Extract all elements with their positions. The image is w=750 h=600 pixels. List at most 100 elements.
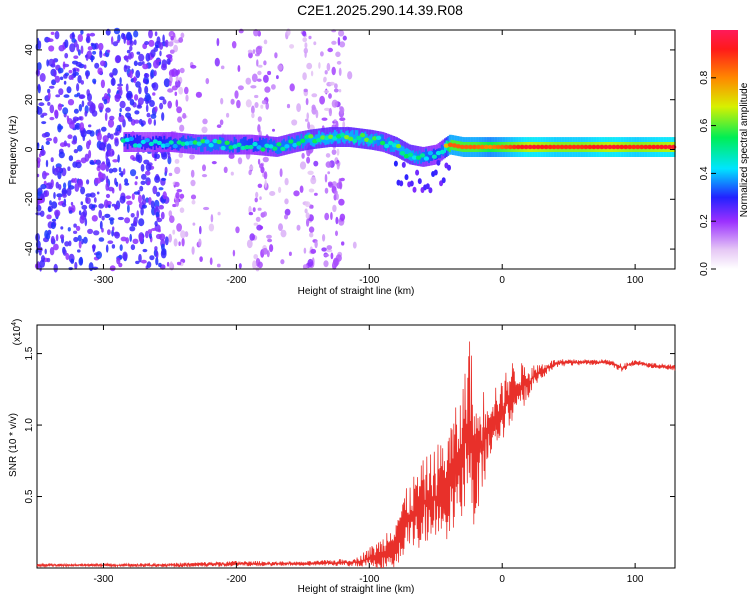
noise-blob bbox=[112, 167, 118, 173]
noise-blob bbox=[103, 99, 108, 105]
noise-blob bbox=[254, 94, 259, 99]
ridge-point bbox=[519, 144, 525, 150]
noise-blob bbox=[160, 249, 167, 259]
noise-blob bbox=[144, 41, 150, 45]
noise-blob bbox=[82, 134, 86, 142]
noise-blob bbox=[77, 75, 82, 84]
noise-blob bbox=[47, 206, 52, 213]
ridge-point bbox=[276, 142, 282, 147]
noise-blob bbox=[307, 121, 311, 130]
noise-blob bbox=[178, 241, 181, 246]
ridge-band bbox=[201, 141, 204, 152]
noise-blob bbox=[138, 253, 142, 263]
noise-blob bbox=[88, 262, 94, 272]
noise-blob bbox=[129, 233, 132, 242]
ridge-tail bbox=[425, 183, 430, 190]
ridge-point bbox=[419, 153, 426, 158]
noise-blob bbox=[175, 75, 179, 82]
ridge-band bbox=[137, 135, 140, 146]
ridge-band bbox=[428, 152, 430, 163]
snr-scale-label: (x104) bbox=[11, 319, 23, 346]
noise-blob bbox=[82, 209, 88, 217]
noise-blob bbox=[141, 173, 147, 180]
noise-blob bbox=[302, 72, 307, 81]
x-tick-label: 0 bbox=[499, 574, 505, 585]
ridge-point bbox=[308, 134, 314, 139]
noise-blob bbox=[53, 243, 59, 251]
noise-blob bbox=[247, 49, 253, 54]
ridge-point bbox=[320, 135, 326, 140]
ridge-point bbox=[587, 144, 593, 150]
ridge-point bbox=[563, 144, 569, 150]
ridge-band bbox=[233, 136, 236, 147]
noise-blob bbox=[289, 44, 295, 49]
ridge-band bbox=[270, 138, 273, 149]
x-tick-label: 0 bbox=[499, 275, 505, 286]
ridge-point bbox=[132, 143, 138, 148]
noise-blob bbox=[149, 255, 155, 261]
noise-blob bbox=[98, 237, 105, 242]
noise-blob bbox=[64, 39, 69, 48]
noise-blob bbox=[47, 101, 51, 106]
noise-blob bbox=[304, 42, 308, 49]
noise-blob bbox=[178, 37, 184, 43]
ridge-point bbox=[124, 137, 130, 142]
ridge-band bbox=[243, 137, 245, 147]
noise-blob bbox=[77, 145, 83, 152]
noise-blob bbox=[75, 61, 83, 67]
noise-blob bbox=[68, 210, 73, 214]
ridge-point bbox=[659, 144, 665, 150]
noise-blob bbox=[41, 133, 48, 138]
noise-blob bbox=[201, 174, 208, 178]
ridge-point bbox=[284, 144, 290, 149]
noise-blob bbox=[208, 223, 215, 232]
ridge-point bbox=[252, 141, 258, 147]
noise-blob bbox=[53, 192, 56, 199]
ridge-band bbox=[377, 135, 379, 146]
noise-blob bbox=[51, 201, 58, 209]
noise-blob bbox=[68, 240, 72, 247]
ridge-point bbox=[547, 144, 553, 150]
noise-blob bbox=[141, 199, 147, 205]
noise-blob bbox=[331, 40, 337, 45]
noise-blob bbox=[38, 40, 42, 50]
noise-blob bbox=[65, 252, 70, 261]
noise-blob bbox=[172, 229, 176, 235]
noise-blob bbox=[87, 46, 93, 51]
noise-blob bbox=[277, 64, 283, 71]
noise-blob bbox=[72, 68, 77, 77]
noise-blob bbox=[51, 79, 57, 86]
noise-blob bbox=[38, 102, 45, 107]
noise-blob bbox=[115, 181, 119, 187]
noise-blob bbox=[58, 67, 64, 74]
noise-blob bbox=[116, 257, 121, 265]
ridge-band bbox=[134, 137, 137, 148]
noise-blob bbox=[162, 191, 167, 200]
ridge-point bbox=[260, 147, 266, 152]
y-tick-label: 1.0 bbox=[24, 418, 35, 432]
noise-blob bbox=[288, 251, 292, 256]
noise-blob bbox=[150, 200, 155, 209]
noise-blob bbox=[271, 84, 276, 90]
ridge-point bbox=[575, 144, 581, 150]
noise-blob bbox=[84, 54, 88, 58]
noise-blob bbox=[41, 121, 47, 125]
ridge-band bbox=[420, 153, 423, 164]
noise-blob bbox=[323, 78, 326, 83]
ridge-band bbox=[404, 148, 407, 159]
noise-blob bbox=[114, 138, 119, 147]
noise-blob bbox=[73, 223, 77, 228]
noise-blob bbox=[332, 204, 337, 213]
noise-blob bbox=[45, 137, 53, 142]
noise-blob bbox=[68, 155, 74, 162]
noise-blob bbox=[63, 94, 70, 98]
noise-blob bbox=[333, 257, 339, 267]
noise-blob bbox=[119, 100, 126, 109]
noise-blob bbox=[113, 27, 121, 35]
noise-blob bbox=[335, 230, 338, 237]
noise-blob bbox=[321, 247, 327, 252]
ridge-band bbox=[278, 143, 281, 154]
noise-blob bbox=[165, 54, 172, 58]
noise-blob bbox=[155, 44, 159, 48]
noise-blob bbox=[112, 159, 119, 163]
